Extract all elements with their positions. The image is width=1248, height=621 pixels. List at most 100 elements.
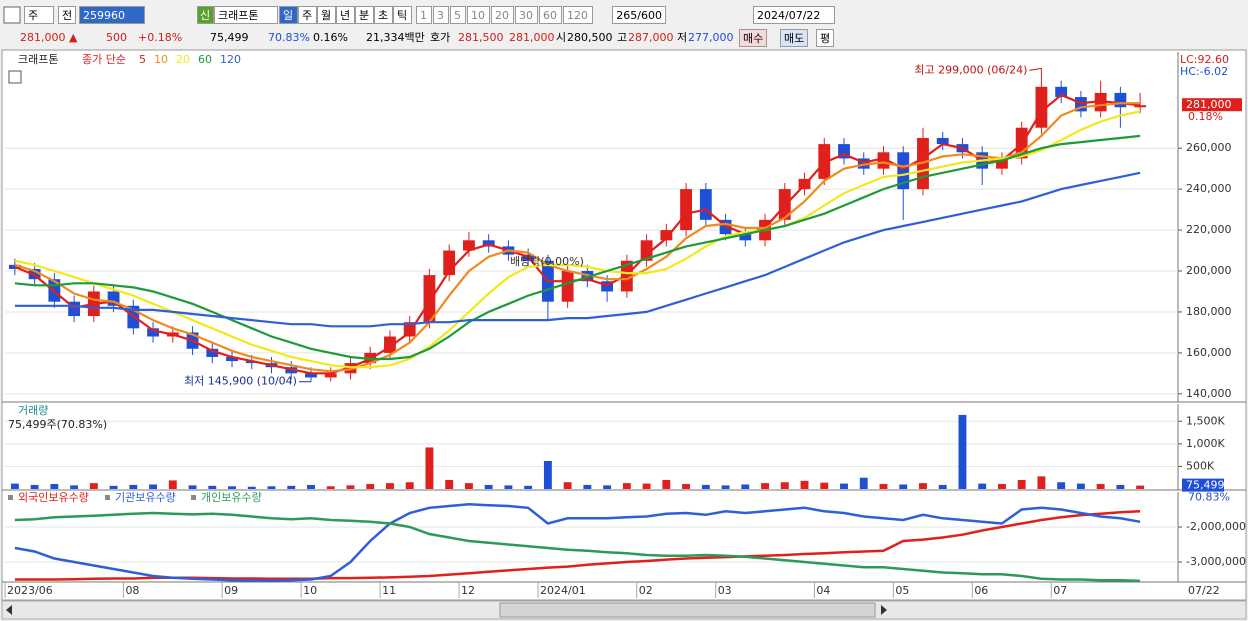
unit-select[interactable]: 주 xyxy=(24,6,54,24)
volume-bar xyxy=(524,485,533,489)
interval-button[interactable]: 분 xyxy=(355,6,374,24)
date-label: 10 xyxy=(303,584,317,597)
open: 280,500 xyxy=(567,31,613,44)
ask: 281,500 xyxy=(458,31,504,44)
legend-entry: 개인보유수량 xyxy=(201,491,262,504)
legend-entry: 20 xyxy=(176,53,190,66)
candle-body xyxy=(107,291,120,306)
volume-bar xyxy=(583,484,592,489)
ma-line xyxy=(14,171,1141,328)
end-date-label: 07/22 xyxy=(1188,584,1220,597)
candle-body xyxy=(660,230,673,241)
volume-bar xyxy=(603,485,612,489)
volume-bar xyxy=(366,484,375,489)
holding-line xyxy=(14,503,1141,583)
price-tick-label: 140,000 xyxy=(1186,387,1232,400)
change-pct: +0.18% xyxy=(138,31,183,44)
volume-bar xyxy=(642,483,651,489)
date-label: 2023/06 xyxy=(7,584,53,597)
last-volume-box xyxy=(1182,478,1224,492)
price-tick-label: 220,000 xyxy=(1186,223,1232,236)
interval-button[interactable]: 월 xyxy=(317,6,336,24)
date-label: 2024/01 xyxy=(540,584,586,597)
legend-entry: 120 xyxy=(220,53,241,66)
volume-bar xyxy=(543,461,552,489)
volume-bar xyxy=(425,447,434,489)
scroll-left xyxy=(6,605,12,615)
candle-body xyxy=(996,158,1008,169)
date-label: 06 xyxy=(974,584,988,597)
volume-bar xyxy=(840,483,848,489)
date-label: 04 xyxy=(816,584,830,597)
minute-button[interactable]: 10 xyxy=(467,6,490,24)
sell-button[interactable]: 매도 xyxy=(780,29,809,47)
price-tick-label: 260,000 xyxy=(1186,141,1232,154)
interval-button[interactable]: 주 xyxy=(298,6,317,24)
holding-tick-label: -2,000,000 xyxy=(1186,520,1246,533)
volume-bar xyxy=(50,484,59,489)
code-input[interactable]: 259960 xyxy=(79,6,145,24)
volume-bar xyxy=(445,479,454,489)
volume-bar xyxy=(1096,484,1105,489)
minute-button[interactable]: 1 xyxy=(416,6,432,24)
interval-button[interactable]: 틱 xyxy=(393,6,412,24)
avg-button[interactable]: 평 xyxy=(816,29,835,47)
volume-bar xyxy=(1037,476,1046,489)
volume-tick-label: 500K xyxy=(1186,459,1215,472)
volume-bar xyxy=(267,486,276,489)
bid-label: 호가 xyxy=(430,31,451,44)
date-label: 03 xyxy=(718,584,732,597)
candle-body xyxy=(463,240,475,251)
ma-line xyxy=(14,102,1141,373)
change: 500 xyxy=(106,31,127,44)
volume-bar xyxy=(129,484,138,489)
volume-bar xyxy=(89,483,98,489)
annotation-arrow xyxy=(1029,67,1042,71)
amount: 21,334백만 xyxy=(366,31,425,44)
candle-body xyxy=(403,322,416,337)
volume-bar xyxy=(386,483,394,489)
minute-button[interactable]: 3 xyxy=(433,6,449,24)
candle-body xyxy=(384,336,396,353)
legend-name: 크래프톤 xyxy=(18,53,58,66)
volume-bar xyxy=(1057,482,1066,489)
volume-bar xyxy=(741,484,750,489)
candle-body xyxy=(147,328,159,337)
volume-bar xyxy=(168,480,177,489)
volume-bar xyxy=(149,484,158,489)
candle-body xyxy=(739,234,752,241)
candle-body xyxy=(680,189,692,231)
turnover: 0.16% xyxy=(313,31,348,44)
prev-button[interactable]: 전 xyxy=(58,6,76,24)
candle-body xyxy=(443,250,456,276)
price: 281,000 ▲ xyxy=(20,31,78,44)
volume-ratio: 70.83% xyxy=(268,31,310,44)
volume-subtitle: 75,499주(70.83%) xyxy=(8,418,107,431)
volume-tick-label: 1,000K xyxy=(1186,437,1225,450)
volume-bar xyxy=(978,483,987,489)
legend-entry: 60 xyxy=(198,53,212,66)
volume-bar xyxy=(464,483,473,489)
date-input[interactable]: 2024/07/22 xyxy=(753,6,835,24)
last-volume-label: 75,499 xyxy=(1186,479,1225,492)
buy-button[interactable]: 매수 xyxy=(739,29,768,47)
minute-button[interactable]: 20 xyxy=(491,6,514,24)
volume-bar xyxy=(287,485,296,489)
last-volume-ratio: 70.83% xyxy=(1188,491,1230,504)
minute-button[interactable]: 120 xyxy=(563,6,593,24)
volume-bar xyxy=(326,486,335,489)
minute-button[interactable]: 60 xyxy=(539,6,562,24)
minute-button[interactable]: 5 xyxy=(450,6,466,24)
interval-button[interactable]: 일 xyxy=(279,6,298,24)
volume: 75,499 xyxy=(210,31,249,44)
tag: 신 xyxy=(197,6,214,24)
volume-bar xyxy=(682,484,691,489)
minute-button[interactable]: 30 xyxy=(515,6,538,24)
candle-body xyxy=(1134,105,1147,108)
low: 277,000 xyxy=(688,31,734,44)
interval-button[interactable]: 년 xyxy=(336,6,355,24)
interval-button[interactable]: 초 xyxy=(374,6,393,24)
legend-icon xyxy=(8,70,22,84)
low-annotation: 최저 145,900 (10/04) xyxy=(184,375,297,388)
